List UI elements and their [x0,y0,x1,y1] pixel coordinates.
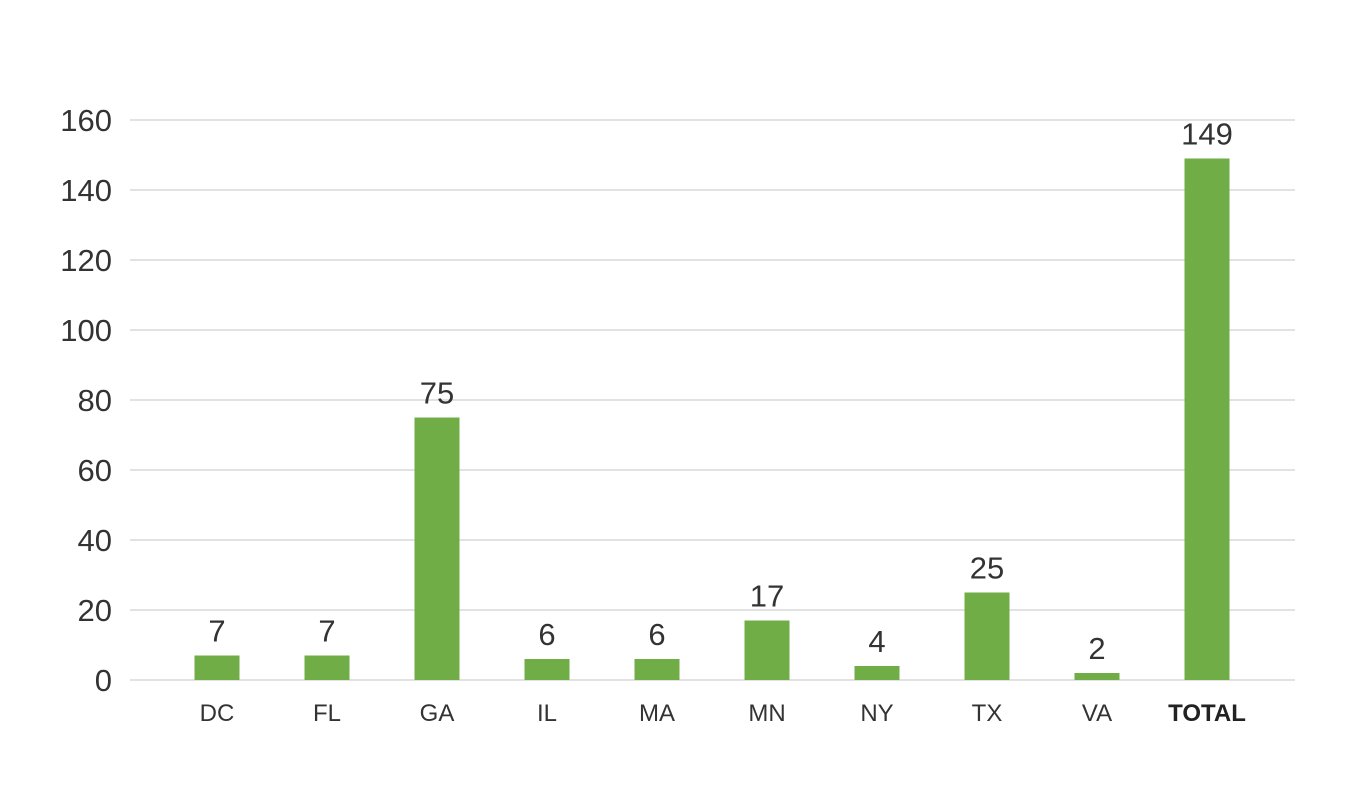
data-label-mn: 17 [750,579,784,614]
y-tick-label: 40 [78,523,112,558]
y-tick-label: 20 [78,593,112,628]
data-label-dc: 7 [208,614,225,649]
bar-va [1074,673,1120,680]
x-tick-label-total: TOTAL [1168,700,1246,727]
y-tick-label: 160 [60,103,112,138]
bar-ma [634,659,680,680]
x-tick-label-dc: DC [200,700,235,727]
bar-fl [304,655,350,680]
x-tick-label-mn: MN [748,700,785,727]
y-tick-label: 0 [95,663,112,698]
data-label-va: 2 [1088,631,1105,666]
y-axis-tick-labels: 0 20 40 60 80 100 120 140 160 [60,103,112,698]
y-tick-label: 140 [60,173,112,208]
bar-total [1184,158,1230,680]
x-axis-tick-labels: DC FL GA IL MA MN NY TX VA TOTAL [200,700,1246,727]
data-label-fl: 7 [318,614,335,649]
data-label-il: 6 [538,617,555,652]
data-label-ma: 6 [648,617,665,652]
x-tick-label-tx: TX [972,700,1003,727]
bar-mn [744,620,790,680]
data-label-total: 149 [1181,117,1233,152]
bar-ga [414,417,460,680]
data-label-ga: 75 [420,376,454,411]
x-tick-label-il: IL [537,700,557,727]
bar-il [524,659,570,680]
x-tick-label-va: VA [1082,700,1112,727]
data-labels: 7 7 75 6 6 17 4 25 2 149 [208,117,1232,667]
gridlines [130,119,1295,681]
y-tick-label: 100 [60,313,112,348]
bars [194,158,1230,680]
x-tick-label-ny: NY [860,700,893,727]
y-tick-label: 80 [78,383,112,418]
y-tick-label: 60 [78,453,112,488]
y-tick-label: 120 [60,243,112,278]
x-tick-label-ga: GA [420,700,455,727]
data-label-tx: 25 [970,551,1004,586]
bar-dc [194,655,240,680]
data-label-ny: 4 [868,624,885,659]
x-tick-label-fl: FL [313,700,341,727]
bar-tx [964,592,1010,680]
x-tick-label-ma: MA [639,700,675,727]
bar-ny [854,666,900,680]
